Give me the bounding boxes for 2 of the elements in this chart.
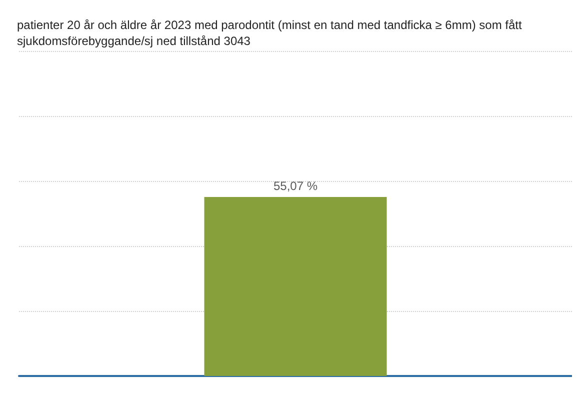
chart-title: patienter 20 år och äldre år 2023 med parodontit (minst en tand med tandficka ≥ 6mm) som fått sjukdomsförebyggande/sj ned tillstånd 3043: [17, 18, 526, 48]
data-label: 55,07 %: [273, 179, 318, 194]
